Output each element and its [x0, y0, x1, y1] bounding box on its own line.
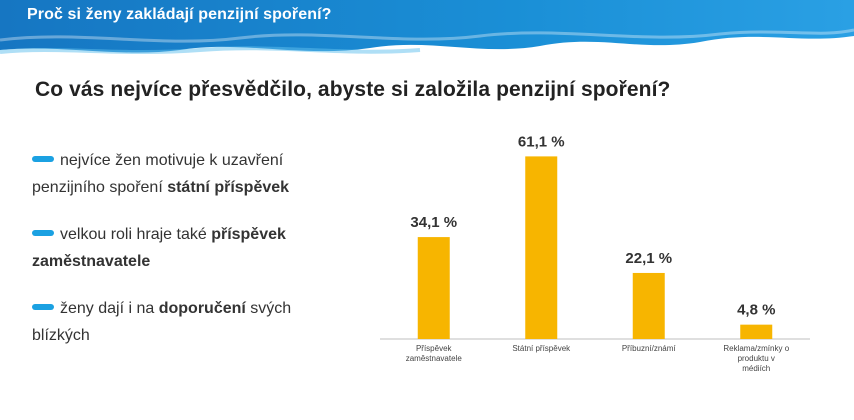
- chart-question: Co vás nejvíce přesvědčilo, abyste si za…: [35, 78, 671, 101]
- bar: [525, 156, 558, 339]
- category-label: médiích: [742, 364, 770, 373]
- data-label: 4,8 %: [737, 302, 775, 319]
- bullet-dash-icon: [32, 156, 54, 163]
- header-banner: [0, 0, 854, 54]
- bullet-text: nejvíce žen motivuje k uzavření penzijní…: [32, 152, 284, 196]
- category-label: zaměstnavatele: [406, 354, 463, 363]
- category-label: Příspěvek: [416, 344, 453, 353]
- bar: [417, 237, 450, 339]
- bullet-emphasis: doporučení: [158, 300, 246, 317]
- bullet-text: svých blízkých: [32, 300, 292, 344]
- bullet-item: ženy dají i na doporučení svých blízkých: [32, 295, 352, 349]
- bar: [632, 272, 665, 339]
- bullet-list: nejvíce žen motivuje k uzavření penzijní…: [32, 147, 352, 369]
- bullet-emphasis: státní příspěvek: [167, 179, 290, 196]
- bullet-text: velkou roli hraje také: [60, 226, 212, 243]
- data-label: 61,1 %: [518, 133, 565, 150]
- bullet-text: ženy dají i na: [60, 300, 159, 317]
- category-label: Státní příspěvek: [512, 344, 571, 353]
- bullet-item: nejvíce žen motivuje k uzavření penzijní…: [32, 147, 352, 201]
- data-label: 22,1 %: [625, 250, 672, 267]
- category-label: produktu v: [738, 354, 775, 363]
- bullet-dash-icon: [32, 304, 54, 311]
- data-label: 34,1 %: [410, 214, 457, 231]
- bullet-emphasis: příspěvek zaměstnavatele: [32, 226, 286, 270]
- bullet-item: velkou roli hraje také příspěvek zaměstn…: [32, 221, 352, 275]
- page-title: Proč si ženy zakládají penzijní spoření?: [27, 6, 332, 23]
- category-label: Reklama/zmínky o: [723, 344, 789, 353]
- bar: [740, 324, 773, 339]
- category-label: Příbuzní/známí: [622, 344, 677, 353]
- bullet-dash-icon: [32, 230, 54, 237]
